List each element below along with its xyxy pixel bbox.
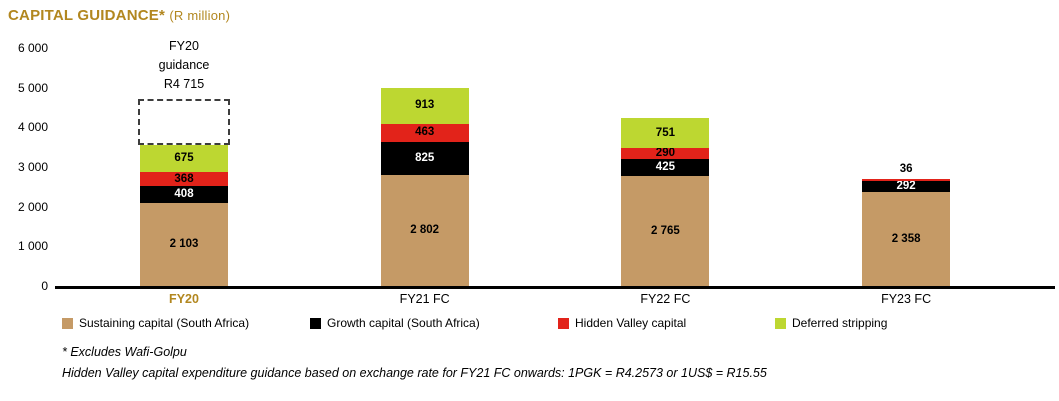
chart-title-unit-text: (R million) xyxy=(169,8,231,23)
legend-label-sustaining: Sustaining capital (South Africa) xyxy=(79,316,250,330)
bar-segment-sustaining: 2 103 xyxy=(140,202,228,286)
legend-item-deferred: Deferred stripping xyxy=(775,316,887,330)
y-tick-label: 4 000 xyxy=(17,120,48,135)
bar-segment-deferred: 751 xyxy=(621,118,710,148)
bar-segment-hidden_valley xyxy=(862,179,951,181)
legend-item-growth: Growth capital (South Africa) xyxy=(310,316,558,330)
y-tick-label: 1 000 xyxy=(17,239,48,254)
legend-label-deferred: Deferred stripping xyxy=(792,316,888,330)
segment-value-label: 2 765 xyxy=(651,224,680,237)
bar-segment-growth: 408 xyxy=(140,186,228,203)
legend-label-hidden-valley: Hidden Valley capital xyxy=(575,316,687,330)
segment-value-label: 675 xyxy=(174,151,194,164)
footnotes: * Excludes Wafi-Golpu Hidden Valley capi… xyxy=(62,342,767,384)
legend-swatch-growth xyxy=(310,317,321,329)
segment-value-label: 408 xyxy=(174,187,194,200)
x-axis-label-fy22-fc: FY22 FC xyxy=(640,292,691,306)
y-tick-label: 0 xyxy=(41,279,48,293)
segment-value-label-above: 36 xyxy=(899,163,913,176)
bar-segment-deferred: 913 xyxy=(380,87,469,124)
bar-segment-hidden_valley: 290 xyxy=(621,147,710,160)
legend-swatch-hidden-valley xyxy=(558,317,569,329)
y-tick-label: 6 000 xyxy=(17,41,48,55)
bar-segment-sustaining: 2 802 xyxy=(380,174,469,286)
legend-swatch-sustaining xyxy=(62,317,73,329)
bar-segment-sustaining: 2 358 xyxy=(862,192,951,286)
legend-label-growth: Growth capital (South Africa) xyxy=(327,316,480,330)
x-axis-label-fy20: FY20 xyxy=(169,292,199,306)
chart-title: CAPITAL GUIDANCE* (R million) xyxy=(8,7,230,24)
x-axis-line xyxy=(55,286,1055,289)
y-tick-label: 2 000 xyxy=(17,199,48,214)
guidance-dashed-box xyxy=(138,98,230,146)
bar-segment-hidden_valley: 368 xyxy=(140,171,228,187)
segment-value-label: 290 xyxy=(655,147,675,160)
footnote-exchange-rate: Hidden Valley capital expenditure guidan… xyxy=(62,366,767,380)
bar-segment-sustaining: 2 765 xyxy=(621,176,710,286)
segment-value-label: 368 xyxy=(174,172,194,185)
segment-value-label: 292 xyxy=(896,180,916,193)
y-tick-label: 5 000 xyxy=(17,80,48,95)
segment-value-label: 751 xyxy=(655,126,675,139)
bar-segment-deferred: 675 xyxy=(140,145,228,172)
footnote-excludes: * Excludes Wafi-Golpu xyxy=(62,345,187,359)
chart-legend: Sustaining capital (South Africa) Growth… xyxy=(62,316,887,330)
legend-item-sustaining: Sustaining capital (South Africa) xyxy=(62,316,310,330)
legend-swatch-deferred xyxy=(775,317,786,329)
guidance-annotation-line: guidance xyxy=(158,57,210,72)
bar-segment-growth: 292 xyxy=(862,180,951,193)
segment-value-label: 913 xyxy=(415,99,435,112)
segment-value-label: 425 xyxy=(655,161,675,174)
chart-title-text: CAPITAL GUIDANCE* xyxy=(8,7,166,24)
bar-segment-hidden_valley: 463 xyxy=(380,123,469,143)
guidance-annotation-line: R4 715 xyxy=(163,76,205,91)
segment-value-label: 2 103 xyxy=(169,237,199,250)
guidance-annotation: FY20 guidance R4 715 xyxy=(159,37,210,94)
x-axis-label-fy21-fc: FY21 FC xyxy=(399,292,450,306)
bar-segment-growth: 825 xyxy=(380,142,469,175)
legend-item-hidden-valley: Hidden Valley capital xyxy=(558,316,775,330)
segment-value-label: 825 xyxy=(415,151,435,164)
guidance-annotation-line: FY20 xyxy=(169,38,199,53)
y-tick-label: 3 000 xyxy=(17,160,48,174)
bar-segment-growth: 425 xyxy=(621,159,710,177)
segment-value-label: 2 802 xyxy=(410,223,440,236)
x-axis-label-fy23-fc: FY23 FC xyxy=(881,292,932,306)
segment-value-label: 2 358 xyxy=(891,232,921,245)
segment-value-label: 463 xyxy=(415,126,435,139)
